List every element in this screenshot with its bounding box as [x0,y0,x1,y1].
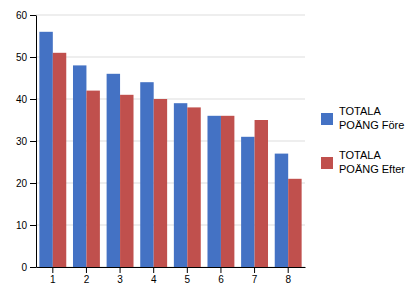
y-tick-label: 30 [16,136,28,147]
legend-label: TOTALAPOÄNG Efter [339,149,405,175]
y-axis: 0 10 20 30 40 50 60 [16,10,37,273]
bar [86,91,99,267]
grid-line [36,57,305,58]
y-tick: 0 [21,262,36,273]
x-tick-mark [86,267,87,273]
bars [39,32,301,267]
bar [241,137,254,267]
x-tick-label: 3 [117,274,123,285]
legend-swatch [321,157,333,169]
x-tick-mark [52,267,53,273]
legend-item: TOTALAPOÄNG Före [321,105,404,131]
y-axis-line [36,16,37,268]
x-axis-line [37,267,306,268]
plot: 0 10 20 30 40 50 60 1 2 3 4 5 6 7 8 [16,10,306,285]
x-tick-label: 7 [252,274,258,285]
y-tick: 40 [16,94,36,105]
x-axis: 1 2 3 4 5 6 7 8 [37,267,306,285]
x-tick-mark [220,267,221,273]
grid-line [36,15,305,16]
y-tick-label: 60 [16,10,28,21]
y-tick-mark [30,267,36,268]
series [53,53,302,267]
y-tick: 60 [16,10,36,21]
x-tick: 1 [50,267,56,285]
x-tick-label: 6 [218,274,224,285]
bar [73,65,86,267]
y-tick: 30 [16,136,36,147]
legend-item: TOTALAPOÄNG Efter [321,149,405,175]
y-tick-mark [30,57,36,58]
y-tick-label: 20 [16,178,28,189]
x-tick-mark [120,267,121,273]
x-tick: 2 [84,267,90,285]
bar [154,99,167,267]
y-tick-mark [30,141,36,142]
x-tick: 5 [185,267,191,285]
y-tick-mark [30,225,36,226]
x-tick: 8 [285,267,291,285]
bar [275,154,288,267]
y-tick-label: 50 [16,52,28,63]
bar [120,95,133,267]
x-tick-mark [153,267,154,273]
bar [174,103,187,267]
x-tick-mark [288,267,289,273]
grid [36,15,305,267]
bar [107,74,120,267]
x-tick-label: 2 [84,274,90,285]
x-tick-mark [187,267,188,273]
bar [39,32,52,267]
bar [140,82,153,267]
x-tick: 6 [218,267,224,285]
y-tick-label: 40 [16,94,28,105]
x-tick: 3 [117,267,123,285]
y-tick-label: 0 [21,262,27,273]
x-tick: 7 [252,267,258,285]
x-tick-mark [254,267,255,273]
series [39,32,288,267]
x-tick-label: 1 [50,274,56,285]
y-tick: 10 [16,220,36,231]
y-tick-label: 10 [16,220,28,231]
bar [288,179,301,267]
x-tick-label: 4 [151,274,157,285]
x-tick: 4 [151,267,157,285]
x-tick-label: 8 [285,274,291,285]
y-tick-mark [30,183,36,184]
y-tick-mark [30,15,36,16]
y-tick: 20 [16,178,36,189]
y-tick: 50 [16,52,36,63]
legend-label: TOTALAPOÄNG Före [339,105,404,131]
bar [207,116,220,267]
chart: 010203040506012345678TOTALAPOÄNG FöreTOT… [0,0,420,295]
legend-swatch [321,113,333,125]
bar [53,53,66,267]
x-tick-label: 5 [185,274,191,285]
bar [255,120,268,267]
y-tick-mark [30,99,36,100]
bar [187,107,200,267]
legend: TOTALAPOÄNG Före TOTALAPOÄNG Efter [321,105,405,175]
bar [221,116,234,267]
